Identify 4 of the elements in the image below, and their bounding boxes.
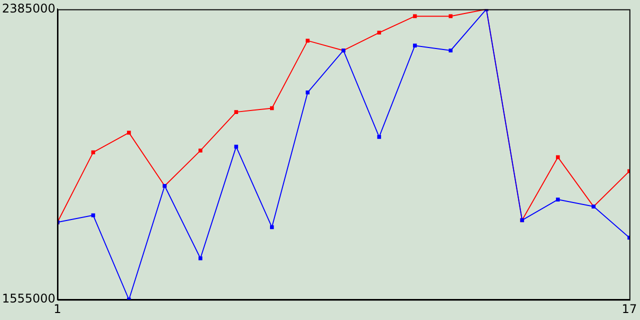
y-tick-label: 2385000 xyxy=(2,1,56,16)
x-tick-label: 17 xyxy=(622,302,638,316)
x-tick-label: 1 xyxy=(54,302,62,316)
y-tick-label: 1555000 xyxy=(2,292,56,306)
